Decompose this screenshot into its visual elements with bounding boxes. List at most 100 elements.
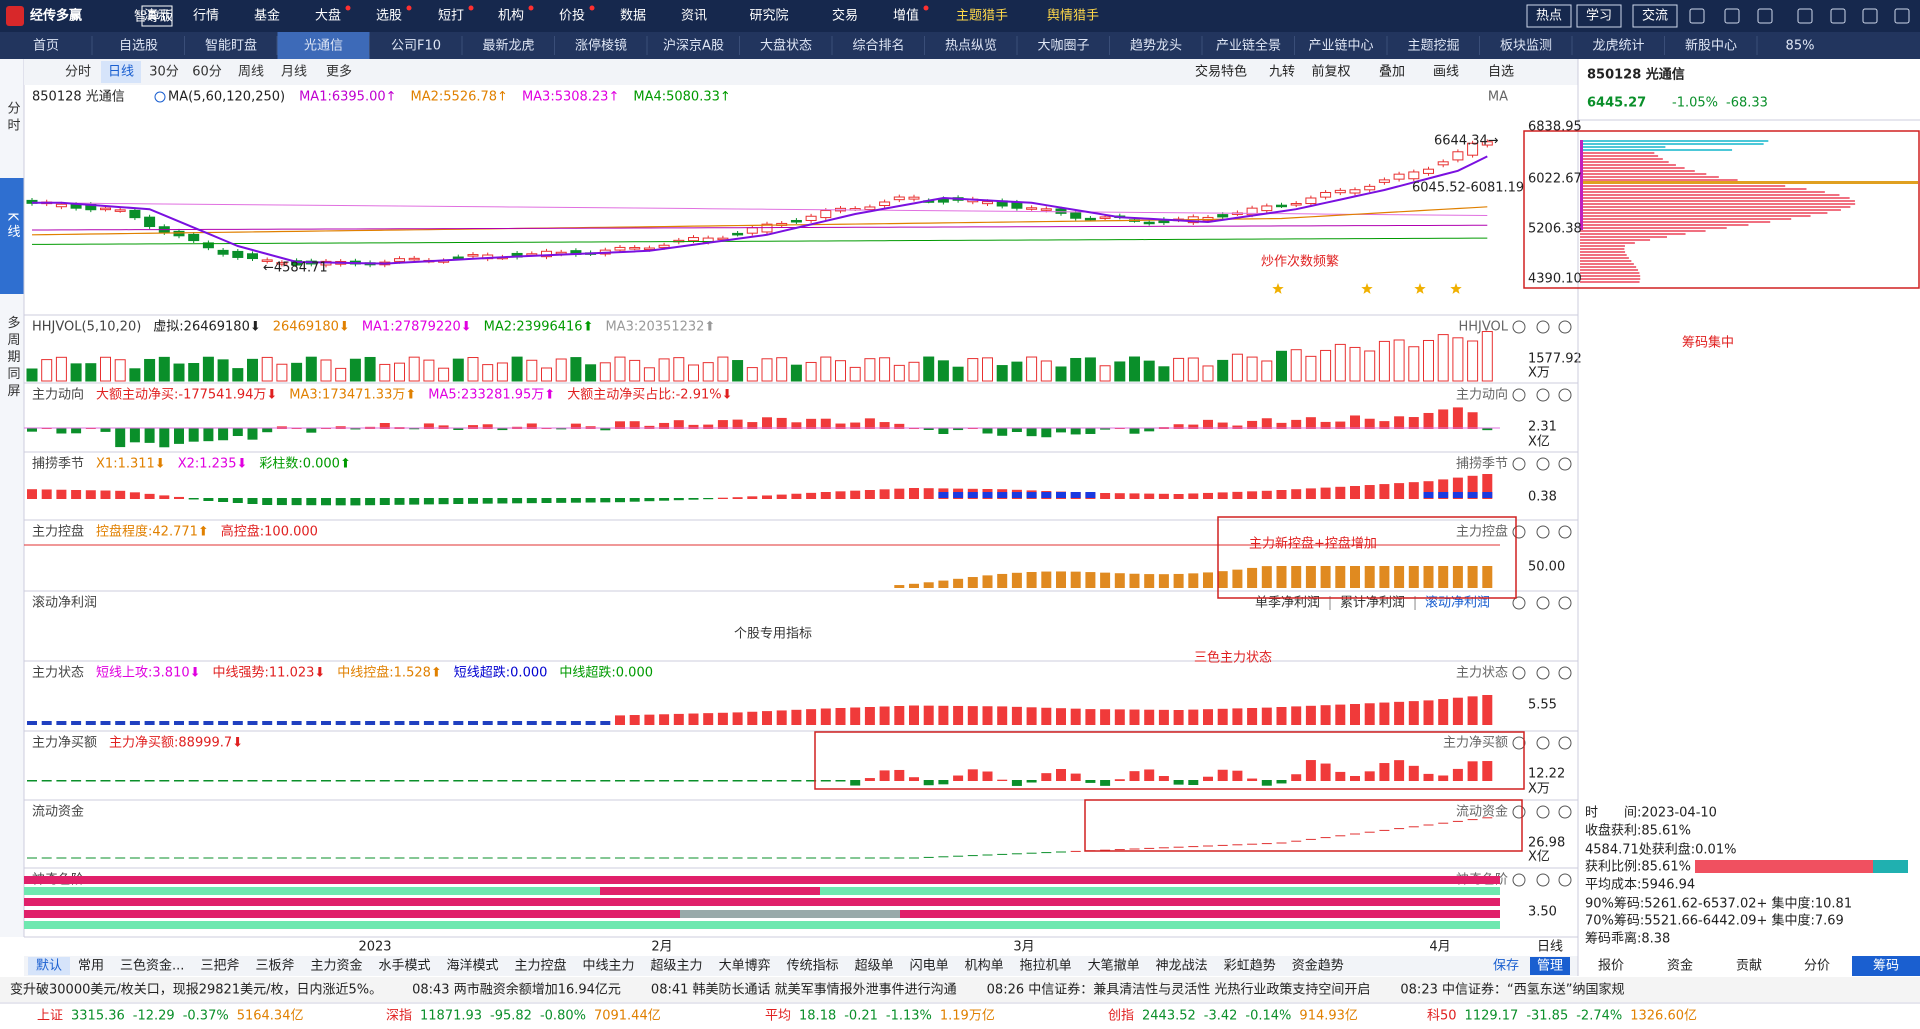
profit-tab[interactable]: 累计净利润 xyxy=(1340,596,1405,611)
menu-item[interactable]: 价投 xyxy=(559,8,585,24)
quote-tab[interactable]: 贡献 xyxy=(1736,959,1762,974)
tab[interactable]: 大咖圈子 xyxy=(1037,39,1089,54)
formula-tab[interactable]: 拖拉机单 xyxy=(1020,959,1072,974)
season-bar xyxy=(570,498,581,503)
menu-item[interactable]: 机构 xyxy=(498,9,524,24)
tab[interactable]: 光通信 xyxy=(304,39,343,54)
menu-item[interactable]: 数据 xyxy=(620,9,646,24)
formula-tab[interactable]: 主力资金 xyxy=(310,958,362,974)
formula-tab[interactable]: 彩虹趋势 xyxy=(1224,958,1276,974)
formula-tab[interactable]: 默认 xyxy=(36,958,62,974)
tab[interactable]: 首页 xyxy=(33,39,59,54)
period[interactable]: 60分 xyxy=(192,65,222,80)
formula-tab[interactable]: 机构单 xyxy=(965,959,1004,974)
tab[interactable]: 板块监测 xyxy=(1500,39,1552,54)
quote-tab[interactable]: 报价 xyxy=(1598,959,1624,974)
formula-tab[interactable]: 资金趋势 xyxy=(1292,958,1344,974)
tab[interactable]: 智能盯盘 xyxy=(205,38,257,54)
season-blue xyxy=(1041,492,1052,498)
formula-tab[interactable]: 三色资金... xyxy=(120,958,184,974)
news-item[interactable]: 变升破30000美元/枚关口，现报29821美元/枚，日内涨近5%。 xyxy=(10,982,382,998)
tool[interactable]: 画线 xyxy=(1433,65,1459,80)
tab[interactable]: 趋势龙头 xyxy=(1130,38,1182,54)
tab[interactable]: 产业链中心 xyxy=(1308,39,1373,54)
formula-tab[interactable]: 常用 xyxy=(78,959,104,974)
tool[interactable]: 九转 xyxy=(1269,65,1295,80)
tab[interactable]: 主题挖掘 xyxy=(1407,39,1459,54)
period[interactable]: 分时 xyxy=(65,65,91,80)
side-tab[interactable]: 分时 xyxy=(5,101,21,135)
period[interactable]: 日线 xyxy=(108,65,134,80)
menu-item[interactable]: 舆情猎手 xyxy=(1047,9,1099,24)
formula-tab[interactable]: 传统指标 xyxy=(787,959,839,974)
state-bar xyxy=(556,721,567,725)
tab[interactable]: 新股中心 xyxy=(1685,38,1737,54)
tool[interactable]: 自选 xyxy=(1488,65,1514,80)
menu-right-item[interactable]: 热点 xyxy=(1536,9,1562,24)
formula-tab[interactable]: 大笔撤单 xyxy=(1088,958,1140,974)
formula-tab[interactable]: 大单博弈 xyxy=(719,958,771,974)
news-item[interactable]: 08:43 两市融资余额增加16.94亿元 xyxy=(412,982,621,998)
tab[interactable]: 公司F10 xyxy=(391,39,441,54)
formula-tab[interactable]: 中线主力 xyxy=(583,959,635,974)
menu-dot xyxy=(528,5,534,11)
menu-item[interactable]: 交易 xyxy=(832,8,858,24)
quote-tab[interactable]: 资金 xyxy=(1667,958,1693,974)
menu-item[interactable]: 增值 xyxy=(893,8,919,24)
side-tab[interactable]: K线 xyxy=(5,212,21,242)
period[interactable]: 30分 xyxy=(149,65,179,80)
menu-right-item[interactable]: 交流 xyxy=(1642,8,1668,24)
tab[interactable]: 龙虎统计 xyxy=(1592,39,1644,54)
menu-item[interactable]: 资讯 xyxy=(681,9,707,24)
tool[interactable]: 叠加 xyxy=(1379,65,1405,80)
formula-tab[interactable]: 超级主力 xyxy=(651,959,703,974)
menu-item[interactable]: 短打 xyxy=(438,9,464,24)
news-item[interactable]: 08:41 韩美防长通话 就美军事情报外泄事件进行沟通 xyxy=(651,982,957,998)
formula-tab[interactable]: 三板斧 xyxy=(255,959,294,974)
quote-tab[interactable]: 分价 xyxy=(1804,959,1830,974)
tab[interactable]: 大盘状态 xyxy=(760,38,812,54)
menu-item[interactable]: 行情 xyxy=(193,9,219,24)
tab[interactable]: 最新龙虎 xyxy=(482,38,534,54)
formula-tab[interactable]: 海洋模式 xyxy=(447,959,499,974)
menu-item[interactable]: 研究院 xyxy=(749,9,788,24)
formula-action[interactable]: 保存 xyxy=(1493,959,1519,974)
formula-action[interactable]: 管理 xyxy=(1537,959,1563,974)
formula-tab[interactable]: 闪电单 xyxy=(910,959,949,974)
volume-bar xyxy=(996,365,1008,382)
formula-tab[interactable]: 超级单 xyxy=(855,959,894,974)
formula-tab[interactable]: 水手模式 xyxy=(378,959,430,974)
flow-bar xyxy=(1261,418,1272,429)
menu-item[interactable]: 大盘 xyxy=(315,8,341,24)
formula-tab[interactable]: 神龙战法 xyxy=(1156,959,1208,974)
volume-bar xyxy=(467,357,479,382)
period[interactable]: 周线 xyxy=(238,65,264,80)
scale-label: 2.31 xyxy=(1528,420,1557,435)
tab[interactable]: 自选股 xyxy=(119,39,158,54)
tool[interactable]: 交易特色 xyxy=(1195,64,1247,80)
formula-tab[interactable]: 三把斧 xyxy=(200,959,239,974)
tab[interactable]: 沪深京A股 xyxy=(663,38,724,54)
profit-tab[interactable]: 滚动净利润 xyxy=(1425,595,1490,611)
volume-bar xyxy=(849,366,861,382)
volume-bar xyxy=(1202,365,1214,382)
tool[interactable]: 前复权 xyxy=(1311,64,1350,80)
news-item[interactable]: 08:23 中信证券：“西氢东送”纳国家规 xyxy=(1400,982,1624,998)
period[interactable]: 更多 xyxy=(326,64,352,80)
tab[interactable]: 热点纵览 xyxy=(945,38,997,54)
menu-item[interactable]: 基金 xyxy=(254,8,280,24)
side-tab[interactable]: 多周期同屏 xyxy=(5,315,21,401)
tab[interactable]: 综合排名 xyxy=(852,38,904,54)
menu-item[interactable]: 选股 xyxy=(376,9,402,24)
period[interactable]: 月线 xyxy=(281,65,307,80)
profit-tab[interactable]: 单季净利润 xyxy=(1255,596,1320,611)
news-item[interactable]: 08:26 中信证券：兼具清洁性与灵活性 光热行业政策支持空间开启 xyxy=(987,982,1371,998)
flow-bar xyxy=(1379,421,1390,429)
volume-bar xyxy=(893,364,905,382)
formula-tab[interactable]: 主力控盘 xyxy=(515,958,567,974)
quote-tab[interactable]: 筹码 xyxy=(1873,958,1899,974)
tab[interactable]: 涨停棱镜 xyxy=(575,38,627,54)
menu-item[interactable]: 主题猎手 xyxy=(956,9,1008,24)
tab[interactable]: 产业链全景 xyxy=(1216,38,1281,54)
menu-right-item[interactable]: 学习 xyxy=(1586,8,1612,24)
